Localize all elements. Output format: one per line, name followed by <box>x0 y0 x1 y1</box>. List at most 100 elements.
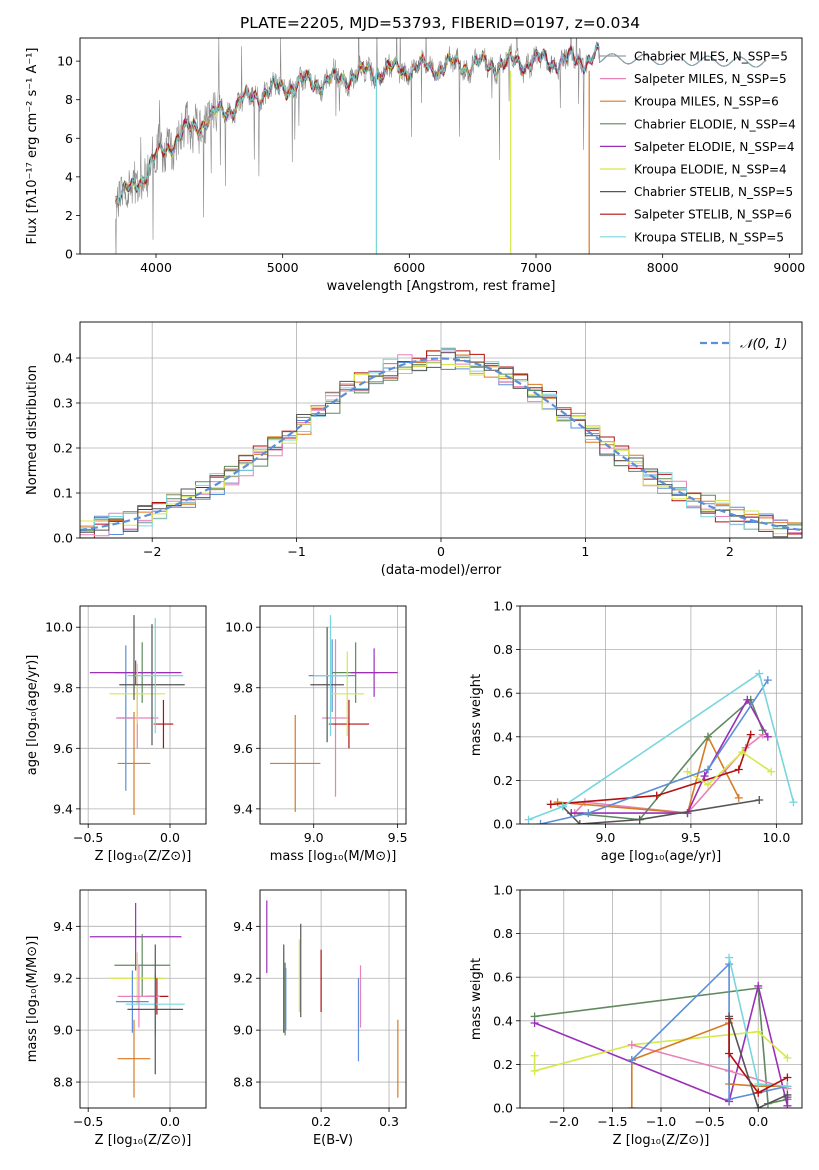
panel-age-vs-mass: 9.0 9.5 9.4 9.6 9.8 10.0 mass [log₁₀(M/M⊙)] <box>225 605 408 864</box>
y-tick-label: 0.2 <box>493 1057 513 1072</box>
series-marker <box>754 981 763 990</box>
x-tick-label: 0.2 <box>311 1114 331 1129</box>
axes-frame <box>79 889 207 1109</box>
y-tick-label: 0.2 <box>53 441 73 456</box>
series-marker <box>738 748 747 757</box>
y-tick-label: 0.6 <box>493 970 513 985</box>
series-line-1 <box>557 734 740 814</box>
legend-label: 𝒩(0, 1) <box>740 337 787 352</box>
y-tick-label: 0.0 <box>493 1101 513 1116</box>
series-marker <box>530 1018 539 1027</box>
x-tick-label: 9000 <box>773 260 805 275</box>
series-data-flux <box>115 38 590 254</box>
x-tick-label: −1.0 <box>646 1114 676 1129</box>
x-tick-label: 10.0 <box>762 830 790 845</box>
series-marker <box>783 1053 792 1062</box>
x-tick-label: 0.0 <box>160 830 180 845</box>
x-tick-label: 9.0 <box>596 830 616 845</box>
x-tick-label: 0.0 <box>748 1114 768 1129</box>
errorbar-point <box>310 627 344 743</box>
x-axis-label: age [log₁₀(age/yr)] <box>601 849 722 864</box>
legend-label: Salpeter ELODIE, N_SSP=4 <box>634 140 795 154</box>
x-tick-label: 4000 <box>140 260 172 275</box>
x-axis-label: (data-model)/error <box>381 563 502 578</box>
errorbar-point <box>116 970 149 1033</box>
panel-mass-vs-Z: −0.5 0.0 8.8 9.0 9.2 9.4 Z [log₁₀(Z/Z⊙)] mass [… <box>25 889 207 1148</box>
y-tick-label: 9.4 <box>53 919 73 934</box>
x-axis-label: Z [log₁₀(Z/Z⊙)] <box>95 1133 192 1148</box>
series-marker <box>627 1040 636 1049</box>
x-tick-label: −0.5 <box>73 1114 103 1129</box>
x-tick-label: 8000 <box>647 260 679 275</box>
panel-spectrum: 4000 5000 6000 7000 8000 9000 0 2 4 6 8 10 wavelengt… <box>25 37 805 294</box>
series-marker <box>553 798 562 807</box>
series-marker <box>754 1104 763 1108</box>
x-tick-label: 1 <box>581 544 589 559</box>
series-marker <box>627 1056 636 1065</box>
panel-age-vs-Z: −0.5 0.0 9.4 9.6 9.8 10.0 Z [log₁₀(Z/Z⊙)] age [… <box>25 605 207 864</box>
series-marker <box>652 791 661 800</box>
plot-area <box>80 322 802 538</box>
y-tick-label: 9.4 <box>53 801 73 816</box>
series-line-5 <box>687 751 772 786</box>
errorbar-point <box>114 934 170 997</box>
series-marker <box>725 1049 734 1058</box>
panel-massweight-vs-age: 9.0 9.5 10.0 0.0 0.2 0.4 0.6 0.8 1.0 age [log₁₀(a… <box>469 599 803 864</box>
series-marker <box>725 953 734 962</box>
panel-mass-vs-EBV: 0.2 0.3 8.8 9.0 9.2 9.4 E(B-V) <box>233 889 407 1148</box>
y-tick-label: 9.6 <box>233 741 253 756</box>
y-tick-label: 9.0 <box>53 1023 73 1038</box>
series-marker <box>536 820 545 824</box>
x-tick-label: 0 <box>437 544 445 559</box>
panel-residuals: −2 −1 0 1 2 0.0 0.1 0.2 0.3 0.4 (data-model)/error… <box>25 321 803 578</box>
series-marker <box>783 1101 792 1108</box>
errorbar-point <box>330 651 365 737</box>
series-marker <box>734 793 743 802</box>
y-tick-label: 9.8 <box>53 680 73 695</box>
x-tick-label: 9.5 <box>681 830 701 845</box>
series-marker <box>575 820 584 824</box>
y-tick-label: 2 <box>65 208 73 223</box>
panel-massweight-vs-Z: −2.0 −1.5 −1.0 −0.5 0.0 0.0 0.2 0.4 0.6 0.8 1.0 Z [… <box>469 883 803 1148</box>
x-axis-label: wavelength [Angstrom, rest frame] <box>327 279 556 294</box>
y-tick-label: 6 <box>65 131 73 146</box>
legend-label: Kroupa MILES, N_SSP=6 <box>634 95 779 109</box>
errorbar-point <box>328 699 370 749</box>
series-marker <box>546 800 555 809</box>
errorbar-point <box>117 1019 151 1098</box>
x-tick-label: −0.5 <box>694 1114 724 1129</box>
errorbar-point <box>350 648 398 697</box>
axes-frame <box>519 889 803 1109</box>
legend-label: Chabrier ELODIE, N_SSP=4 <box>634 117 796 131</box>
axes-frame <box>79 321 803 539</box>
y-axis-label: mass [log₁₀(M/M⊙)] <box>25 936 40 1063</box>
axes-frame <box>259 605 407 825</box>
series-marker <box>789 798 798 807</box>
series-marker <box>754 1080 763 1089</box>
panels: 4000 5000 6000 7000 8000 90000246810wavelengt… <box>25 37 805 1148</box>
series-marker <box>754 1088 763 1097</box>
x-axis-label: Z [log₁₀(Z/Z⊙)] <box>95 849 192 864</box>
series-marker <box>700 772 709 781</box>
x-tick-label: 7000 <box>520 260 552 275</box>
series-marker <box>635 815 644 824</box>
series-line-7 <box>728 1018 788 1094</box>
axes-frame <box>519 605 803 825</box>
legend-label: Chabrier MILES, N_SSP=5 <box>634 50 788 64</box>
y-tick-label: 0.4 <box>493 729 513 744</box>
plot-area <box>260 606 406 824</box>
x-tick-label: 0.3 <box>379 1114 399 1129</box>
y-tick-label: 9.2 <box>233 971 253 986</box>
y-tick-label: 8.8 <box>233 1075 253 1090</box>
errorbar-point <box>119 624 185 746</box>
figure-title: PLATE=2205, MJD=53793, FIBERID=0197, z=0… <box>240 14 640 32</box>
x-tick-label: 6000 <box>393 260 425 275</box>
legend: Chabrier MILES, N_SSP=5 Salpeter MILES, N… <box>600 50 796 244</box>
series-marker <box>627 1104 636 1108</box>
x-tick-label: 9.5 <box>388 830 408 845</box>
x-tick-label: 9.0 <box>304 830 324 845</box>
x-tick-label: 5000 <box>267 260 299 275</box>
y-tick-label: 0.3 <box>53 396 73 411</box>
